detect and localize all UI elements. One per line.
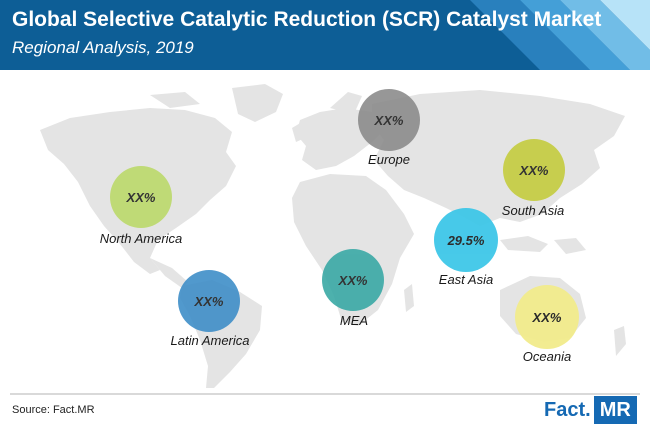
north-america-value: XX% (126, 189, 156, 205)
latin-america-label: Latin America (170, 333, 250, 348)
footer-divider (10, 393, 640, 395)
south-asia-value: XX% (519, 162, 549, 178)
mea-label: MEA (339, 313, 369, 328)
north-america-label: North America (99, 231, 183, 246)
logo-mr-text: MR (593, 396, 637, 424)
latin-america-bubble: XX% (178, 270, 240, 332)
factmr-logo: Fact. MR (540, 396, 642, 424)
oceania-bubble: XX% (515, 285, 579, 349)
south-asia-label: South Asia (501, 203, 565, 218)
header-stripes-decoration (470, 0, 650, 70)
oceania-value: XX% (532, 309, 562, 325)
europe-label: Europe (368, 152, 410, 167)
source-note: Source: Fact.MR (12, 404, 95, 416)
mea-bubble: XX% (322, 249, 384, 311)
oceania-label: Oceania (522, 349, 572, 364)
east-asia-value: 29.5% (447, 232, 485, 248)
europe-bubble: XX% (358, 89, 420, 151)
header-banner: Global Selective Catalytic Reduction (SC… (0, 0, 650, 70)
latin-america-value: XX% (194, 293, 224, 309)
europe-value: XX% (374, 112, 404, 128)
mea-value: XX% (338, 272, 368, 288)
east-asia-bubble: 29.5% (434, 208, 498, 272)
logo-fact-text: Fact. (540, 396, 594, 424)
page-title: Global Selective Catalytic Reduction (SC… (12, 8, 602, 31)
south-asia-bubble: XX% (503, 139, 565, 201)
north-america-bubble: XX% (110, 166, 172, 228)
page-subtitle: Regional Analysis, 2019 (12, 38, 194, 57)
east-asia-label: East Asia (438, 272, 494, 287)
